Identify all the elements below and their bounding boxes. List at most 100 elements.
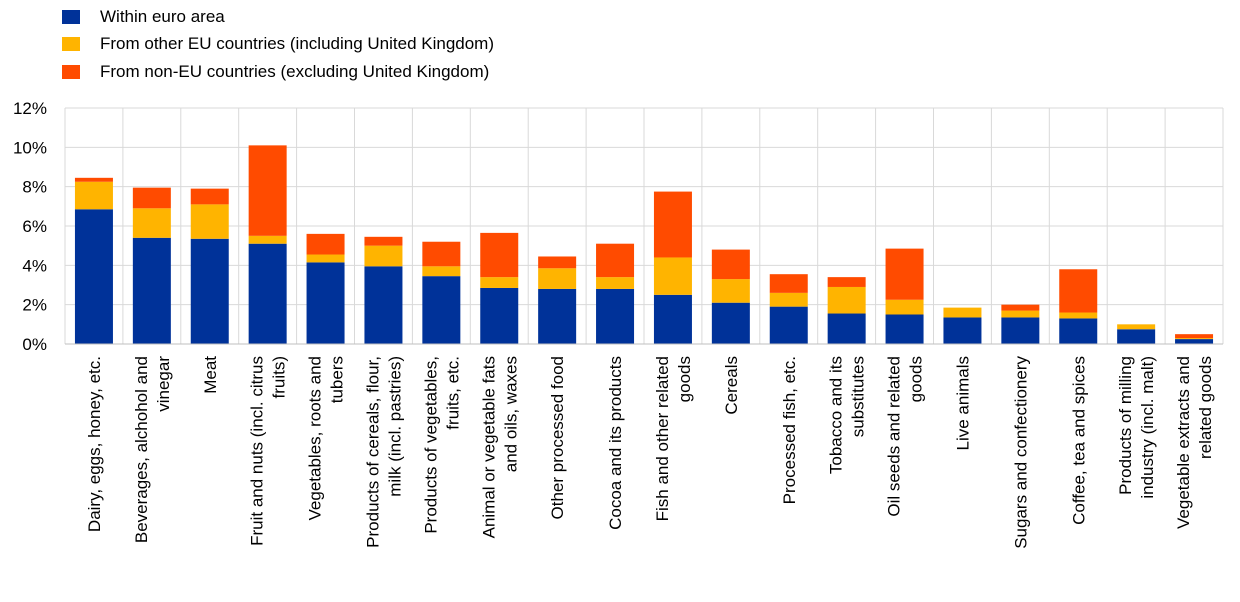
x-tick-label: Processed fish, etc. [780, 356, 799, 504]
legend-swatch [62, 64, 80, 79]
bar-segment [769, 306, 808, 344]
bar-segment [74, 209, 113, 344]
x-tick-label: Vegetable extracts and related goods [1174, 356, 1215, 529]
x-tick-label-line: related goods [1196, 356, 1215, 459]
legend-label: Within euro area [100, 6, 225, 26]
bar-segment [1117, 329, 1156, 344]
x-tick-label-line: Products of milling [1116, 356, 1135, 495]
legend-item-within-euro-area: Within euro area [62, 3, 494, 31]
x-tick-label: Sugars and confectionery [1011, 356, 1030, 549]
bar-segment [827, 277, 866, 287]
x-tick-label-line: Cereals [722, 356, 741, 415]
bar-segment [653, 191, 692, 258]
bar-segment [769, 274, 808, 293]
x-tick-label-line: Processed fish, etc. [780, 356, 799, 504]
bar-segment [480, 277, 519, 288]
bar-segment [132, 237, 171, 344]
x-tick-label-line: Fruit and nuts (incl. citrus [248, 356, 267, 546]
x-tick-label-line: Products of cereals, flour, [363, 356, 382, 548]
bar-segment [190, 204, 229, 239]
bar-segment [248, 243, 287, 344]
x-tick-label-line: Products of vegetables, [421, 356, 440, 534]
x-tick-label-line: Oil seeds and related [885, 356, 904, 517]
bar-segment [364, 236, 403, 246]
bar-segment [1059, 269, 1098, 313]
bar-segment [596, 288, 635, 344]
bar-segment [827, 286, 866, 314]
x-tick-label: Live animals [953, 356, 972, 451]
x-tick-label-line: goods [675, 356, 694, 402]
bar-segment [364, 266, 403, 344]
bar-segment [306, 254, 345, 263]
bar-segment [1175, 338, 1214, 340]
x-tick-label: Fish and other related goods [653, 356, 694, 521]
x-tick-label: Fruit and nuts (incl. citrus fruits) [248, 356, 289, 546]
bar-segment [653, 294, 692, 344]
x-tick-label: Coffee, tea and spices [1069, 356, 1088, 525]
bar-segment [653, 257, 692, 295]
bar-segment [711, 249, 750, 280]
x-tick-label-line: Vegetables, roots and [306, 356, 325, 520]
bar-segment [422, 266, 461, 277]
x-tick-label: Products of vegetables, fruits, etc. [421, 356, 462, 534]
x-tick-label-line: Cocoa and its products [606, 356, 625, 530]
x-tick-label-line: fruits, etc. [443, 356, 462, 430]
bar-segment [943, 317, 982, 344]
bar-segment [422, 276, 461, 344]
x-tick-label: Products of milling industry (incl. malt) [1116, 356, 1157, 499]
x-tick-label-line: Meat [201, 356, 220, 394]
x-tick-label: Tobacco and its substitutes [827, 356, 868, 474]
x-tick-label-line: goods [907, 356, 926, 402]
legend-item-non-eu: From non-EU countries (excluding United … [62, 58, 494, 86]
bar-segment [74, 181, 113, 210]
bar-segment [1001, 317, 1040, 344]
bar-segment [538, 268, 577, 289]
bar-segment [480, 232, 519, 278]
bar-segment [885, 314, 924, 344]
bar-segment [885, 248, 924, 300]
x-tick-label-line: Vegetable extracts and [1174, 356, 1193, 529]
x-tick-label-line: Animal or vegetable fats [479, 356, 498, 538]
bar-segment [364, 245, 403, 267]
legend-label: From other EU countries (including Unite… [100, 34, 495, 54]
y-tick-label: 10% [13, 138, 47, 157]
bar-segment [1059, 312, 1098, 319]
x-tick-label: Cocoa and its products [606, 356, 625, 530]
chart-legend: Within euro area From other EU countries… [62, 3, 494, 86]
bar-segment [827, 313, 866, 344]
bar-segment [885, 299, 924, 315]
x-tick-label-line: substitutes [849, 356, 868, 437]
bar-segment [190, 188, 229, 205]
x-tick-label-line: and oils, waxes [501, 356, 520, 472]
x-tick-label: Products of cereals, flour, milk (incl. p… [363, 356, 404, 548]
y-tick-label: 12% [13, 99, 47, 118]
x-tick-label-line: fruits) [270, 356, 289, 399]
legend-swatch [62, 9, 80, 24]
x-tick-label: Oil seeds and related goods [885, 356, 926, 517]
y-tick-label: 0% [22, 335, 47, 354]
bar-segment [132, 187, 171, 209]
bar-segment [1117, 324, 1156, 330]
y-tick-label: 8% [22, 178, 47, 197]
bar-segment [596, 277, 635, 289]
bar-segment [306, 233, 345, 255]
x-tick-label: Dairy, eggs, honey, etc. [85, 356, 104, 532]
bar-segment [1001, 304, 1040, 311]
x-tick-label-line: vinegar [154, 356, 173, 412]
x-tick-label-line: Tobacco and its [827, 356, 846, 474]
bar-segment [1175, 339, 1214, 344]
legend-label: From non-EU countries (excluding United … [100, 61, 490, 81]
bar-segment [943, 307, 982, 318]
y-tick-label: 6% [22, 217, 47, 236]
x-tick-label-line: Coffee, tea and spices [1069, 356, 1088, 525]
bar-segment [248, 145, 287, 236]
bar-segment [306, 262, 345, 344]
y-tick-label: 4% [22, 256, 47, 275]
x-tick-label: Cereals [722, 356, 741, 415]
bar-segment [538, 256, 577, 269]
bar-segment [132, 208, 171, 238]
legend-item-other-eu: From other EU countries (including Unite… [62, 31, 494, 59]
bar-segment [1059, 318, 1098, 344]
legend-swatch [62, 37, 80, 52]
